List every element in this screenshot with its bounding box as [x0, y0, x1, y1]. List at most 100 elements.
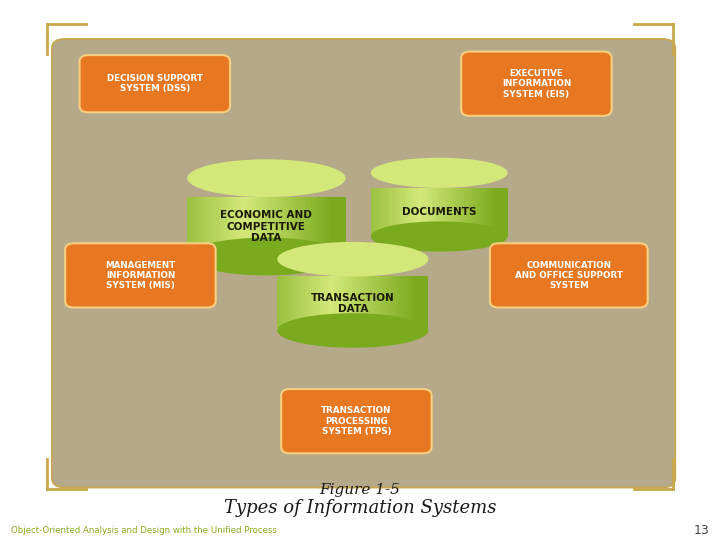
Polygon shape	[462, 188, 464, 237]
Polygon shape	[402, 188, 405, 237]
Polygon shape	[315, 276, 318, 330]
Polygon shape	[261, 197, 264, 256]
Polygon shape	[460, 188, 462, 237]
Polygon shape	[230, 197, 232, 256]
Polygon shape	[203, 197, 206, 256]
Polygon shape	[317, 197, 319, 256]
Polygon shape	[373, 188, 375, 237]
Polygon shape	[446, 188, 449, 237]
Polygon shape	[336, 276, 338, 330]
Polygon shape	[378, 276, 380, 330]
Polygon shape	[400, 188, 402, 237]
Polygon shape	[353, 276, 356, 330]
Polygon shape	[419, 188, 421, 237]
Polygon shape	[309, 197, 311, 256]
Polygon shape	[282, 276, 285, 330]
Polygon shape	[200, 197, 203, 256]
Polygon shape	[503, 188, 505, 237]
Polygon shape	[311, 197, 314, 256]
Polygon shape	[290, 197, 293, 256]
Polygon shape	[232, 197, 235, 256]
Ellipse shape	[371, 221, 508, 252]
Polygon shape	[269, 197, 271, 256]
Polygon shape	[277, 197, 279, 256]
Polygon shape	[287, 197, 290, 256]
Text: MANAGEMENT
INFORMATION
SYSTEM (MIS): MANAGEMENT INFORMATION SYSTEM (MIS)	[105, 260, 176, 291]
Polygon shape	[400, 276, 403, 330]
Text: TRANSACTION
DATA: TRANSACTION DATA	[311, 293, 395, 314]
Polygon shape	[320, 276, 323, 330]
Polygon shape	[482, 188, 485, 237]
Polygon shape	[469, 188, 471, 237]
Polygon shape	[235, 197, 238, 256]
Polygon shape	[437, 188, 439, 237]
Polygon shape	[190, 197, 192, 256]
Polygon shape	[403, 276, 406, 330]
Polygon shape	[368, 276, 370, 330]
Polygon shape	[306, 197, 309, 256]
Polygon shape	[376, 276, 378, 330]
FancyBboxPatch shape	[490, 243, 648, 308]
Polygon shape	[414, 188, 416, 237]
Polygon shape	[251, 197, 253, 256]
Polygon shape	[295, 276, 297, 330]
Polygon shape	[416, 188, 419, 237]
Polygon shape	[341, 197, 343, 256]
Polygon shape	[297, 276, 300, 330]
Polygon shape	[490, 188, 492, 237]
Polygon shape	[389, 188, 392, 237]
Polygon shape	[371, 188, 373, 237]
Polygon shape	[501, 188, 503, 237]
Polygon shape	[248, 197, 251, 256]
Polygon shape	[432, 188, 435, 237]
Polygon shape	[333, 197, 335, 256]
Polygon shape	[214, 197, 216, 256]
Polygon shape	[238, 197, 240, 256]
Polygon shape	[285, 276, 287, 330]
Polygon shape	[423, 188, 426, 237]
Polygon shape	[240, 197, 243, 256]
Polygon shape	[384, 188, 387, 237]
Polygon shape	[216, 197, 219, 256]
Polygon shape	[418, 276, 420, 330]
Polygon shape	[319, 197, 322, 256]
Polygon shape	[222, 197, 224, 256]
Polygon shape	[195, 197, 198, 256]
Polygon shape	[274, 197, 277, 256]
Polygon shape	[277, 276, 428, 330]
Polygon shape	[392, 188, 394, 237]
Polygon shape	[206, 197, 208, 256]
Polygon shape	[271, 197, 274, 256]
Polygon shape	[318, 276, 320, 330]
Polygon shape	[474, 188, 476, 237]
Polygon shape	[224, 197, 227, 256]
Polygon shape	[277, 276, 280, 330]
Polygon shape	[388, 276, 390, 330]
Polygon shape	[476, 188, 478, 237]
Polygon shape	[327, 197, 330, 256]
Polygon shape	[246, 197, 248, 256]
Polygon shape	[412, 188, 414, 237]
Ellipse shape	[371, 158, 508, 188]
FancyBboxPatch shape	[52, 39, 675, 488]
Polygon shape	[478, 188, 480, 237]
Polygon shape	[293, 197, 295, 256]
Polygon shape	[280, 276, 282, 330]
Polygon shape	[430, 188, 432, 237]
Polygon shape	[492, 188, 494, 237]
Polygon shape	[363, 276, 366, 330]
Text: 13: 13	[693, 524, 709, 537]
Polygon shape	[370, 276, 373, 330]
Polygon shape	[435, 188, 437, 237]
Polygon shape	[258, 197, 261, 256]
Polygon shape	[471, 188, 474, 237]
Polygon shape	[356, 276, 358, 330]
Polygon shape	[453, 188, 455, 237]
Polygon shape	[398, 276, 400, 330]
Polygon shape	[289, 276, 292, 330]
Polygon shape	[298, 197, 301, 256]
FancyBboxPatch shape	[281, 389, 431, 454]
Polygon shape	[371, 188, 508, 237]
Polygon shape	[330, 197, 333, 256]
Polygon shape	[292, 276, 295, 330]
